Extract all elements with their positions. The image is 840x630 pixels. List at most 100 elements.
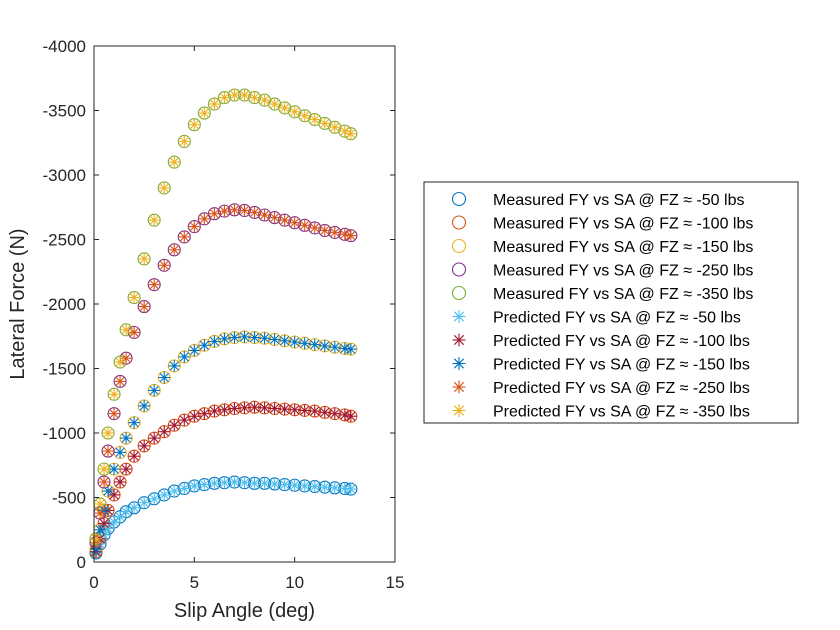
data-point-asterisk bbox=[108, 488, 121, 501]
data-point-asterisk bbox=[238, 476, 251, 489]
data-point-asterisk bbox=[188, 344, 201, 357]
data-point-asterisk bbox=[338, 342, 351, 355]
data-point-asterisk bbox=[208, 207, 221, 220]
data-point-asterisk bbox=[108, 463, 121, 476]
data-point-asterisk bbox=[148, 214, 161, 227]
data-point-asterisk bbox=[248, 401, 261, 414]
legend: Measured FY vs SA @ FZ ≈ -50 lbs Measured… bbox=[423, 181, 799, 424]
x-tick-label: 10 bbox=[285, 573, 304, 592]
data-point-circle bbox=[451, 285, 467, 301]
data-point-asterisk bbox=[102, 445, 115, 458]
data-point-asterisk bbox=[114, 375, 127, 388]
data-point-asterisk bbox=[102, 427, 115, 439]
data-point-asterisk bbox=[128, 501, 141, 514]
y-axis-label: Lateral Force (N) bbox=[7, 228, 29, 379]
data-point-asterisk bbox=[248, 477, 261, 490]
data-point-asterisk bbox=[452, 380, 466, 394]
data-point-asterisk bbox=[308, 221, 321, 234]
data-point-asterisk bbox=[452, 333, 466, 347]
y-tick-label: -4000 bbox=[43, 37, 86, 56]
data-point-asterisk bbox=[308, 480, 321, 493]
legend-item: Predicted FY vs SA @ FZ ≈ -350 lbs bbox=[452, 404, 750, 421]
data-point-asterisk bbox=[178, 414, 191, 427]
data-point-asterisk bbox=[188, 479, 201, 492]
data-point-asterisk bbox=[268, 477, 281, 490]
data-point-asterisk bbox=[128, 416, 141, 429]
data-point-asterisk bbox=[278, 214, 291, 227]
legend-item: Predicted FY vs SA @ FZ ≈ -50 lbs bbox=[452, 310, 741, 327]
data-point-asterisk bbox=[268, 402, 281, 415]
data-point-asterisk bbox=[138, 496, 151, 509]
legend-label: Predicted FY vs SA @ FZ ≈ -350 lbs bbox=[493, 404, 750, 421]
y-tick-label: -1000 bbox=[43, 424, 86, 443]
legend-label: Predicted FY vs SA @ FZ ≈ -100 lbs bbox=[493, 333, 750, 350]
legend-item: Measured FY vs SA @ FZ ≈ -250 lbs bbox=[451, 262, 753, 280]
data-point-asterisk bbox=[338, 482, 351, 495]
data-point-asterisk bbox=[94, 523, 107, 536]
data-point-asterisk bbox=[258, 94, 271, 107]
data-point-asterisk bbox=[268, 98, 281, 111]
data-point-asterisk bbox=[238, 89, 251, 102]
data-point-asterisk bbox=[248, 331, 261, 344]
x-tick-label: 0 bbox=[89, 573, 98, 592]
legend-item: Measured FY vs SA @ FZ ≈ -50 lbs bbox=[451, 191, 744, 209]
data-point-asterisk bbox=[98, 476, 111, 489]
y-tick-label: -2500 bbox=[43, 231, 86, 250]
data-point-asterisk bbox=[298, 109, 311, 122]
data-point-asterisk bbox=[218, 205, 231, 218]
data-point-asterisk bbox=[258, 208, 271, 221]
data-point-asterisk bbox=[120, 323, 133, 336]
data-point-asterisk bbox=[288, 336, 301, 349]
data-point-asterisk bbox=[452, 310, 466, 323]
data-point-asterisk bbox=[138, 399, 151, 412]
legend-item: Measured FY vs SA @ FZ ≈ -350 lbs bbox=[451, 285, 753, 303]
data-point-asterisk bbox=[218, 403, 231, 416]
data-point-asterisk bbox=[344, 410, 357, 423]
data-point-asterisk bbox=[108, 516, 121, 529]
data-point-asterisk bbox=[298, 337, 311, 350]
data-point-asterisk bbox=[238, 401, 251, 414]
data-point-asterisk bbox=[198, 339, 211, 352]
data-point-asterisk bbox=[114, 356, 127, 369]
data-point-asterisk bbox=[208, 405, 221, 418]
data-point-asterisk bbox=[188, 220, 201, 233]
series-markers bbox=[90, 476, 357, 559]
legend-label: Measured FY vs SA @ FZ ≈ -100 lbs bbox=[493, 216, 753, 233]
legend-label: Measured FY vs SA @ FZ ≈ -50 lbs bbox=[493, 192, 744, 209]
data-point-asterisk bbox=[344, 483, 357, 496]
data-point-asterisk bbox=[128, 326, 141, 339]
data-point-asterisk bbox=[90, 532, 103, 545]
data-point-circle bbox=[451, 191, 467, 207]
data-point-asterisk bbox=[148, 384, 161, 397]
data-point-asterisk bbox=[114, 476, 127, 489]
data-point-asterisk bbox=[218, 91, 231, 104]
y-tick-label: 0 bbox=[77, 553, 86, 572]
data-point-asterisk bbox=[94, 497, 107, 510]
data-point-asterisk bbox=[278, 334, 291, 347]
data-point-asterisk bbox=[208, 98, 221, 111]
data-point-asterisk bbox=[298, 404, 311, 417]
data-point-asterisk bbox=[168, 359, 181, 372]
data-point-asterisk bbox=[452, 357, 466, 370]
data-point-asterisk bbox=[120, 352, 133, 365]
data-point-asterisk bbox=[278, 101, 291, 114]
legend-item: Measured FY vs SA @ FZ ≈ -100 lbs bbox=[451, 215, 753, 233]
legend-box bbox=[423, 181, 799, 424]
data-point-asterisk bbox=[268, 211, 281, 224]
data-point-asterisk bbox=[318, 117, 331, 130]
legend-label: Measured FY vs SA @ FZ ≈ -250 lbs bbox=[493, 263, 753, 280]
y-tick-label: -3500 bbox=[43, 102, 86, 121]
data-point-asterisk bbox=[198, 212, 211, 225]
data-point-asterisk bbox=[128, 450, 141, 463]
data-point-asterisk bbox=[178, 230, 191, 243]
data-point-asterisk bbox=[138, 439, 151, 452]
series-markers bbox=[90, 330, 357, 556]
data-point-asterisk bbox=[198, 107, 211, 120]
data-point-asterisk bbox=[278, 478, 291, 491]
data-point-asterisk bbox=[178, 482, 191, 495]
data-point-asterisk bbox=[308, 113, 321, 126]
data-point-asterisk bbox=[308, 338, 321, 351]
legend-item: Measured FY vs SA @ FZ ≈ -150 lbs bbox=[451, 238, 753, 256]
data-point-circle bbox=[451, 262, 467, 277]
data-point-asterisk bbox=[248, 91, 261, 104]
